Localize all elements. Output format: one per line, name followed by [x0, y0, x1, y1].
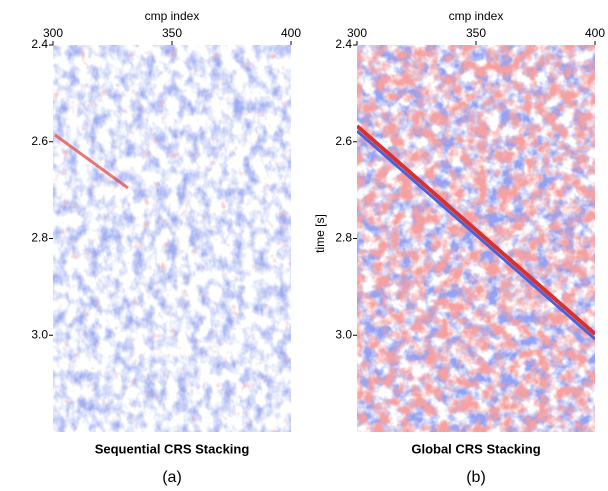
y-tick-label: 2.8 [31, 231, 48, 245]
y-tick-label: 2.8 [335, 231, 352, 245]
x-tick-label: 400 [585, 26, 605, 40]
panel-label: (b) [466, 469, 486, 486]
x-tick-label: 300 [43, 26, 63, 40]
y-tick-label: 2.6 [31, 134, 48, 148]
caption: Sequential CRS Stacking [95, 441, 250, 456]
panel-a-image [53, 45, 291, 432]
y-tick-label: 2.6 [335, 134, 352, 148]
caption: Global CRS Stacking [411, 441, 540, 456]
y-axis-label: time [s] [313, 214, 327, 253]
y-tick-label: 3.0 [31, 327, 48, 341]
x-tick-label: 350 [466, 26, 486, 40]
axes: 300 350 400 2.4 2.6 2.8 3.0 cmp index Sequential… [31, 9, 605, 486]
y-tick-label: 3.0 [335, 327, 352, 341]
y-tick-label: 2.4 [31, 37, 48, 51]
x-tick-label: 300 [347, 26, 367, 40]
panel-label: (a) [162, 469, 182, 486]
x-tick-label: 400 [281, 26, 301, 40]
panel-b-image [357, 45, 595, 432]
x-axis-label: cmp index [449, 9, 504, 23]
y-tick-label: 2.4 [335, 37, 352, 51]
x-tick-label: 350 [162, 26, 182, 40]
x-axis-label: cmp index [145, 9, 200, 23]
